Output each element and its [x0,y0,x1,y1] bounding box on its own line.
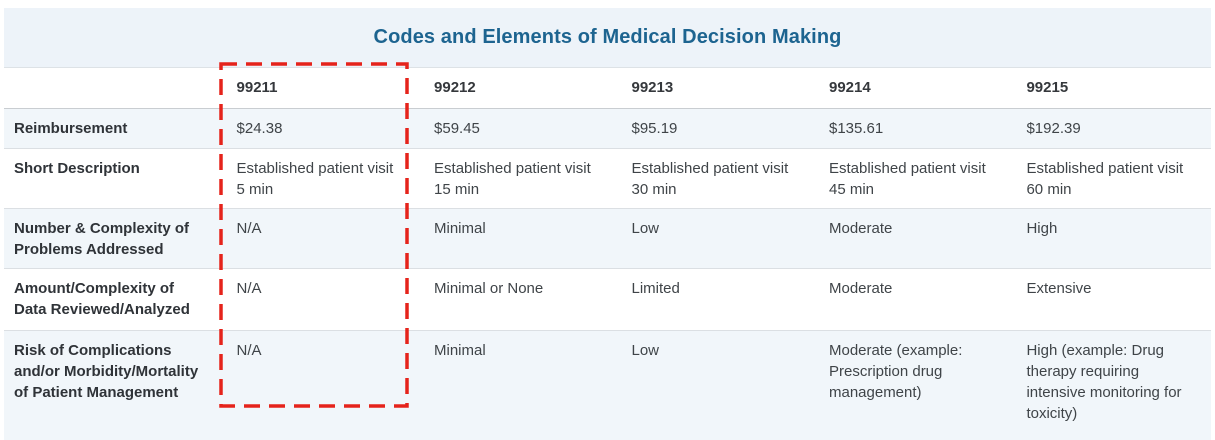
table-cell: $24.38 [223,108,422,149]
table-row-short-description: Short Description Established patient vi… [4,148,1211,209]
table-cell: Minimal [434,341,486,359]
row-label: Amount/Complexity of Data Reviewed/Analy… [4,268,224,331]
row-label: Number & Complexity of Problems Addresse… [4,208,224,269]
table-cell: $59.45 [421,108,619,149]
table-cell: Established patient visit 5 min [223,148,422,209]
column-header-99212: 99212 [421,68,619,109]
column-header-99214: 99214 [815,68,1014,109]
table-cell: Limited [618,268,816,331]
table-row-problems-addressed: Number & Complexity of Problems Addresse… [4,208,1211,269]
column-header-99215: 99215 [1013,68,1211,109]
row-label: Short Description [4,148,224,209]
table-cell: Established patient visit 15 min [421,148,619,209]
table-cell: Extensive [1013,268,1211,331]
table-cell: $192.39 [1013,108,1211,149]
table-cell: Moderate [815,208,1014,269]
table-cell: $135.61 [815,108,1014,149]
table-title-band: Codes and Elements of Medical Decision M… [4,8,1211,68]
table-row-reimbursement: Reimbursement $24.38 $59.45 $95.19 $135.… [4,108,1211,149]
table-cell: Established patient visit 30 min [618,148,816,209]
table-cell: High [1013,208,1211,269]
column-header-99211: 99211 [223,68,422,109]
table-cell: High (example: Drug therapy requiring in… [1026,341,1182,422]
table-cell: N/A [223,268,422,331]
column-header-row: 99211 99212 99213 99214 99215 [4,68,1211,109]
table-cell: Moderate (example: Prescription drug man… [828,341,963,401]
table-cell: N/A [236,341,262,359]
page-title: Codes and Elements of Medical Decision M… [373,26,842,48]
table-cell: N/A [223,208,422,269]
table-cell: Moderate [815,268,1014,331]
table-cell: Established patient visit 45 min [815,148,1014,209]
table-row-data-reviewed: Amount/Complexity of Data Reviewed/Analy… [4,268,1211,331]
table-cell: Low [618,208,816,269]
mdm-table: 99211 99212 99213 99214 99215 Reimbursem… [4,68,1211,440]
table-cell: Minimal [421,208,619,269]
column-header-99213: 99213 [618,68,816,109]
table-cell: Low [631,341,660,359]
row-label: Reimbursement [4,108,224,149]
table-cell: Minimal or None [421,268,619,331]
table-row-risk-of-complications: Risk of Complications and/or Morbidity/M… [4,330,1211,440]
table-cell: $95.19 [618,108,816,149]
corner-cell [4,68,224,109]
table-cell: Established patient visit 60 min [1013,148,1211,209]
row-label: Risk of Complications and/or Morbidity/M… [14,341,199,401]
